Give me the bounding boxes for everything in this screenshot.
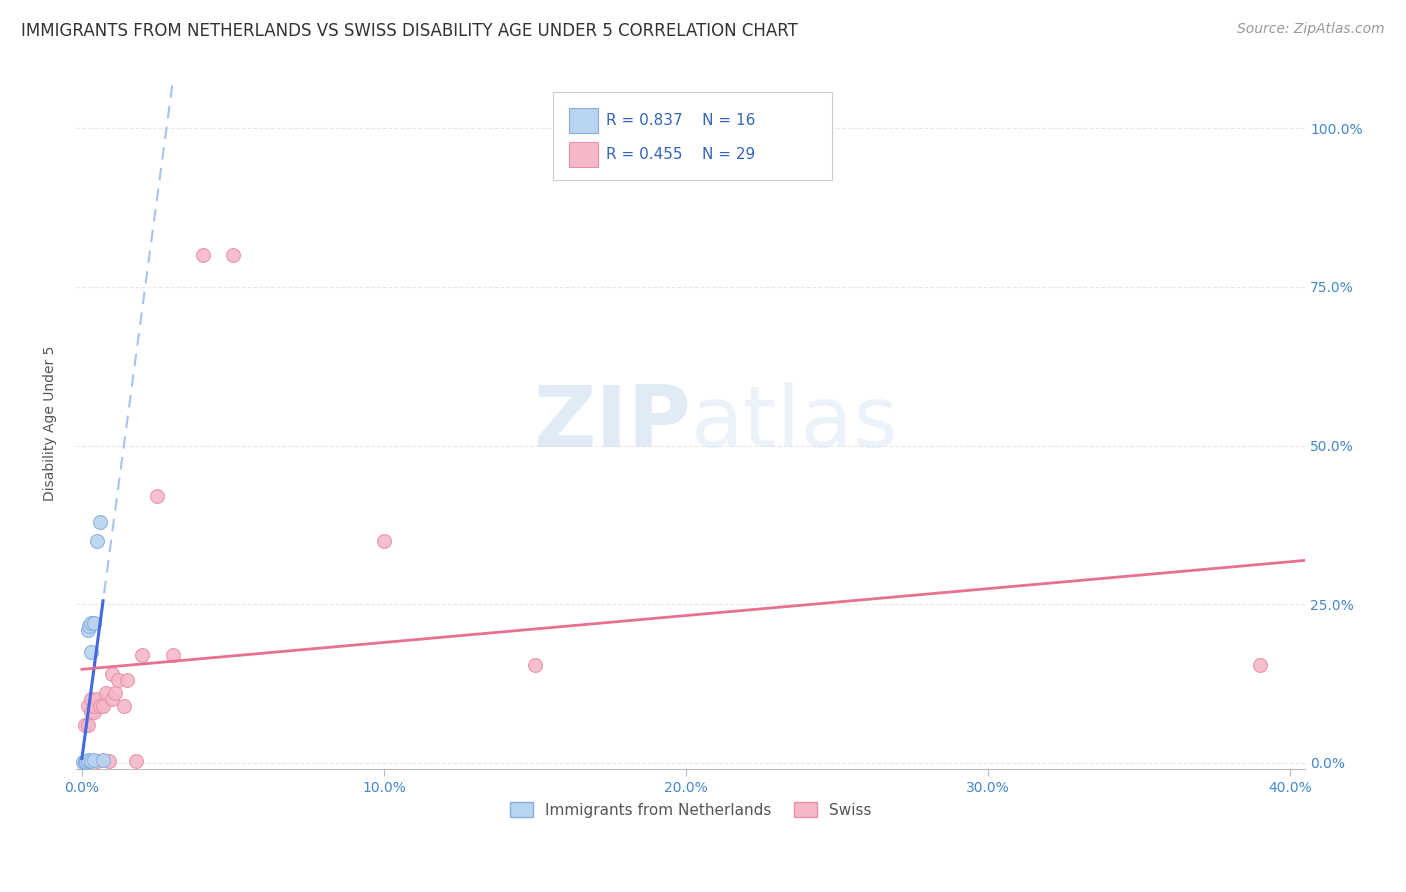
- Point: [524, 657, 547, 672]
- Point: [191, 248, 214, 262]
- Text: atlas: atlas: [690, 382, 898, 465]
- Point: [101, 667, 124, 681]
- Point: [91, 698, 114, 713]
- Point: [101, 692, 124, 706]
- Point: [94, 686, 117, 700]
- Text: ZIP: ZIP: [533, 382, 690, 465]
- Point: [73, 755, 96, 769]
- Point: [222, 248, 245, 262]
- Point: [83, 616, 105, 631]
- Point: [112, 698, 135, 713]
- Point: [80, 705, 103, 719]
- Legend: Immigrants from Netherlands, Swiss: Immigrants from Netherlands, Swiss: [503, 796, 877, 824]
- Point: [162, 648, 184, 662]
- Point: [104, 686, 127, 700]
- Text: R = 0.837    N = 16: R = 0.837 N = 16: [606, 113, 755, 128]
- Point: [86, 533, 108, 548]
- Point: [79, 619, 101, 633]
- Point: [77, 623, 100, 637]
- Text: IMMIGRANTS FROM NETHERLANDS VS SWISS DISABILITY AGE UNDER 5 CORRELATION CHART: IMMIGRANTS FROM NETHERLANDS VS SWISS DIS…: [21, 22, 799, 40]
- Point: [83, 705, 105, 719]
- Point: [77, 754, 100, 768]
- Point: [83, 698, 105, 713]
- Point: [80, 692, 103, 706]
- Text: Source: ZipAtlas.com: Source: ZipAtlas.com: [1237, 22, 1385, 37]
- Point: [73, 755, 96, 769]
- Point: [373, 533, 395, 548]
- Point: [125, 754, 148, 768]
- Point: [89, 698, 111, 713]
- Point: [98, 754, 121, 768]
- Point: [107, 673, 129, 688]
- Point: [77, 698, 100, 713]
- Point: [72, 755, 94, 769]
- Point: [77, 753, 100, 767]
- Point: [73, 754, 96, 768]
- Point: [83, 753, 105, 767]
- Point: [80, 616, 103, 631]
- Y-axis label: Disability Age Under 5: Disability Age Under 5: [44, 346, 58, 501]
- Point: [77, 718, 100, 732]
- Point: [146, 489, 169, 503]
- Point: [75, 755, 97, 769]
- Point: [91, 753, 114, 767]
- Point: [80, 645, 103, 659]
- Point: [80, 754, 103, 768]
- Point: [89, 515, 111, 529]
- Point: [1249, 657, 1271, 672]
- Point: [86, 754, 108, 768]
- Text: R = 0.455    N = 29: R = 0.455 N = 29: [606, 147, 755, 161]
- Point: [73, 718, 96, 732]
- Point: [86, 692, 108, 706]
- Point: [115, 673, 138, 688]
- Point: [131, 648, 153, 662]
